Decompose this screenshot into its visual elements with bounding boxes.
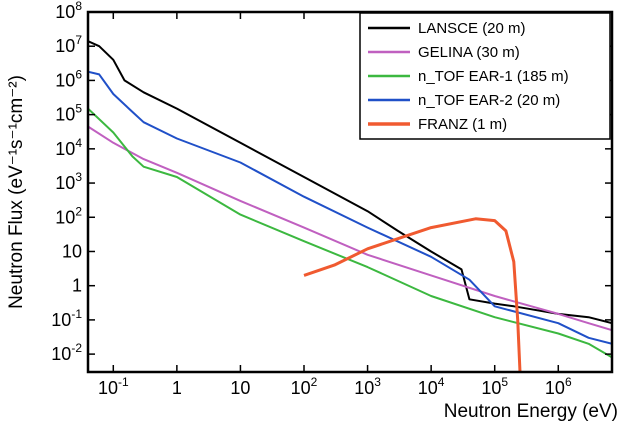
y-tick-label: 108 [55, 0, 82, 22]
y-tick-label: 10 [62, 241, 82, 261]
x-tick-label: 105 [481, 375, 508, 398]
x-tick-label: 104 [418, 375, 445, 398]
series-layer [88, 40, 612, 372]
y-tick-label: 1 [72, 276, 82, 296]
series-line-n-tof-ear-2-20-m [88, 70, 612, 345]
y-tick-label: 10-2 [51, 341, 82, 364]
y-tick-label: 107 [55, 33, 82, 56]
plot-frame [86, 10, 614, 374]
legend-label: LANSCE (20 m) [418, 20, 526, 37]
x-tick-label: 10-1 [98, 375, 129, 398]
y-tick-label: 106 [55, 67, 82, 90]
x-tick-label: 10 [230, 378, 250, 398]
legend-label: GELINA (30 m) [418, 44, 520, 61]
series-line-gelina-30-m [88, 125, 612, 332]
series-line-lansce-20-m [88, 40, 612, 325]
x-tick-label: 102 [291, 375, 318, 398]
x-tick-label: 103 [354, 375, 381, 398]
series-line-n-tof-ear-1-185-m [88, 107, 612, 359]
ticks-layer: 10-1 1 10 102 103 104 105 106 10-2 10-1 1 10 102 103 1… [51, 0, 612, 398]
y-axis-title: Neutron Flux (eV⁻¹s⁻¹cm⁻²) [6, 75, 27, 309]
y-tick-label: 10-1 [51, 307, 82, 330]
legend-label: n_TOF EAR-1 (185 m) [418, 68, 569, 85]
x-axis-title: Neutron Energy (eV) [444, 401, 618, 421]
x-tick-label: 1 [172, 378, 182, 398]
legend: LANSCE (20 m) GELINA (30 m) n_TOF EAR-1 (1… [359, 12, 611, 140]
y-tick-label: 102 [55, 204, 82, 227]
series-line-franz-1-m [303, 217, 522, 372]
legend-label: FRANZ (1 m) [418, 116, 507, 133]
y-tick-label: 104 [55, 136, 82, 159]
x-tick-label: 106 [545, 375, 572, 398]
y-tick-label: 105 [55, 102, 82, 125]
legend-label: n_TOF EAR-2 (20 m) [418, 92, 560, 109]
y-tick-label: 103 [55, 170, 82, 193]
